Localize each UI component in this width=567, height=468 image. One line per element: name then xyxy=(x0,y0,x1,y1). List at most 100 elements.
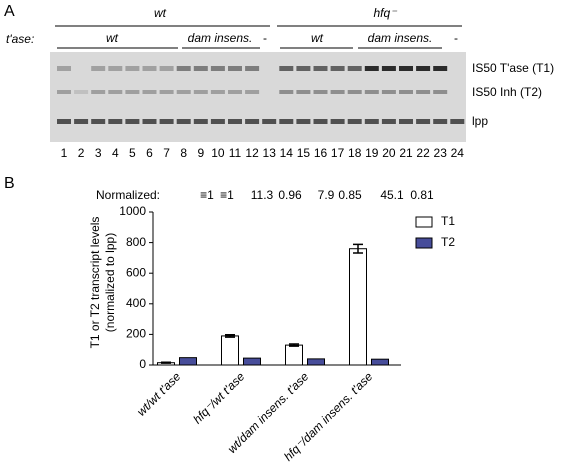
lane-number: 9 xyxy=(197,146,204,160)
lane-number: 19 xyxy=(365,146,379,160)
lane-number: 5 xyxy=(129,146,136,160)
lane-number: 20 xyxy=(382,146,396,160)
legend-swatch xyxy=(415,237,433,249)
band xyxy=(381,119,396,124)
normalized-value: 0.85 xyxy=(338,188,362,202)
tase-group: wt xyxy=(311,31,324,45)
band xyxy=(159,90,174,94)
band xyxy=(245,66,260,71)
band xyxy=(228,66,242,71)
normalized-value: ≡1 xyxy=(200,188,214,202)
band xyxy=(330,119,345,124)
band xyxy=(91,66,106,71)
panel-label: A xyxy=(4,3,15,20)
band xyxy=(279,90,294,94)
lane-number: 13 xyxy=(263,146,277,160)
lane-number: 7 xyxy=(163,146,170,160)
normalized-label: Normalized: xyxy=(96,188,160,202)
y-axis-label: (normalized to lpp) xyxy=(103,233,117,332)
normalized-value: 0.81 xyxy=(410,188,434,202)
normalized-value: 7.9 xyxy=(318,188,335,202)
legend-label: T2 xyxy=(441,235,455,249)
tase-group: - xyxy=(263,31,267,45)
lane-number: 18 xyxy=(348,146,362,160)
band xyxy=(364,90,379,94)
band xyxy=(176,119,191,124)
band xyxy=(347,119,362,124)
band-label: IS50 Inh (T2) xyxy=(472,85,542,99)
tase-group: dam insens. xyxy=(368,31,433,45)
band xyxy=(313,119,328,124)
band xyxy=(296,66,311,71)
band xyxy=(416,90,431,94)
bar xyxy=(371,358,389,366)
band xyxy=(210,90,225,94)
band xyxy=(125,119,140,124)
x-tick-label: wt/wt t'ase xyxy=(134,369,183,418)
y-tick-label: 0 xyxy=(139,357,146,371)
gel xyxy=(50,52,466,142)
normalized-value: 11.3 xyxy=(251,188,274,202)
band xyxy=(193,66,208,71)
band xyxy=(193,90,208,94)
band xyxy=(108,90,123,94)
lane-number: 23 xyxy=(434,146,448,160)
band xyxy=(399,66,413,71)
lane-number: 16 xyxy=(314,146,328,160)
band xyxy=(433,90,448,94)
band xyxy=(364,119,379,124)
lane-number: 4 xyxy=(112,146,119,160)
x-tick-label: hfq⁻/wt t'ase xyxy=(190,369,247,426)
genotype-label: wt xyxy=(154,6,167,20)
band xyxy=(228,119,242,124)
band xyxy=(142,90,157,94)
tase-group: wt xyxy=(106,31,119,45)
band xyxy=(159,119,174,124)
band xyxy=(74,90,89,94)
band xyxy=(364,66,379,71)
band xyxy=(296,119,311,124)
error-bar xyxy=(161,361,171,364)
band xyxy=(57,66,71,71)
tase-label: t'ase: xyxy=(6,32,34,46)
band xyxy=(381,66,396,71)
band xyxy=(91,90,106,94)
lane-number: 15 xyxy=(297,146,311,160)
band xyxy=(142,119,157,124)
error-bar xyxy=(225,333,235,338)
band xyxy=(125,90,140,94)
band xyxy=(433,119,448,124)
band xyxy=(210,66,225,71)
band xyxy=(399,119,413,124)
band-label: lpp xyxy=(472,114,488,128)
band xyxy=(347,66,362,71)
band xyxy=(313,90,328,94)
band xyxy=(245,119,260,124)
band xyxy=(296,90,311,94)
band xyxy=(399,90,413,94)
lane-number: 12 xyxy=(245,146,259,160)
band xyxy=(450,119,465,124)
band xyxy=(91,119,106,124)
band xyxy=(433,66,448,71)
band xyxy=(176,66,191,71)
band xyxy=(416,119,431,124)
band xyxy=(279,66,294,71)
band xyxy=(347,90,362,94)
legend-label: T1 xyxy=(441,214,455,228)
band xyxy=(176,90,191,94)
legend-swatch xyxy=(415,216,433,228)
lane-number: 2 xyxy=(78,146,85,160)
band xyxy=(125,66,140,71)
lane-number: 10 xyxy=(211,146,225,160)
error-bar xyxy=(353,243,363,254)
lane-number: 24 xyxy=(451,146,465,160)
tase-group: dam insens. xyxy=(188,31,253,45)
bar xyxy=(221,335,239,366)
band xyxy=(210,119,225,124)
band xyxy=(262,119,277,124)
error-bar xyxy=(289,343,299,347)
band xyxy=(416,66,431,71)
band xyxy=(228,90,242,94)
